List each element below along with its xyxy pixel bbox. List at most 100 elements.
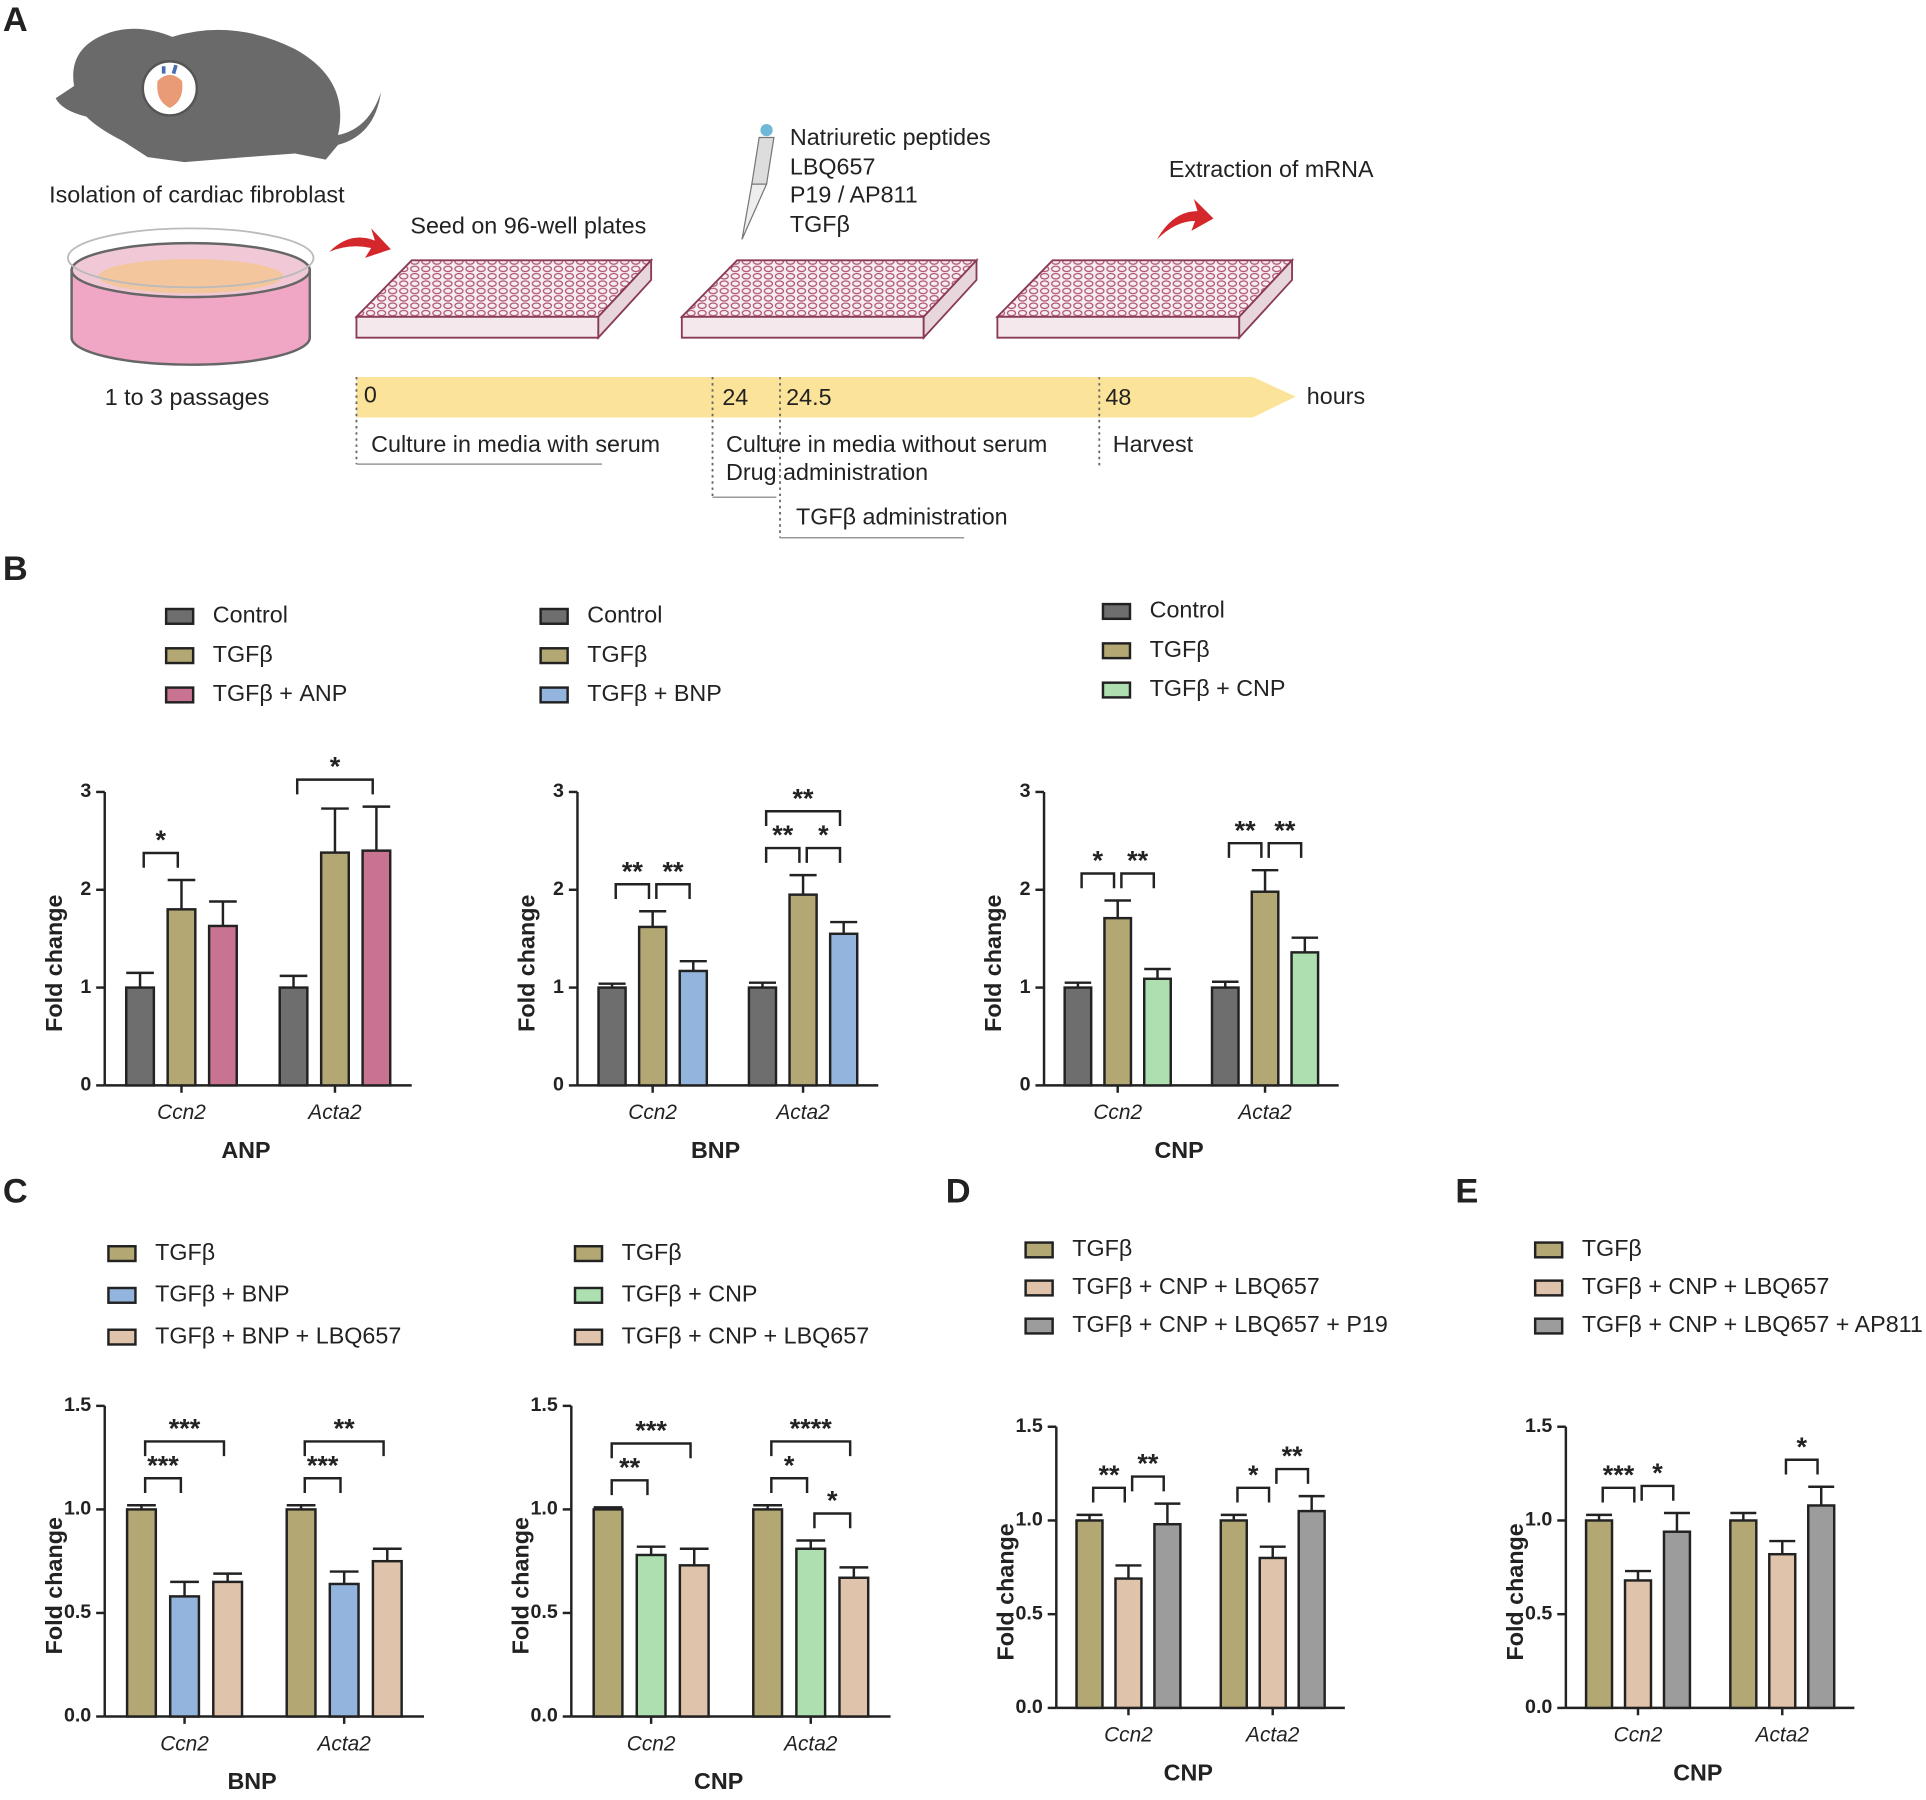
timeline-label: 24.5: [786, 384, 831, 410]
significance-label: *: [1248, 1460, 1259, 1490]
significance-bracket: [1091, 1486, 1126, 1503]
x-tick-label: Acta2: [1754, 1724, 1810, 1747]
bar: [1807, 1504, 1836, 1710]
legend-label: TGFβ + CNP + LBQ657 + AP811: [1582, 1311, 1923, 1337]
error-bar: [1663, 1511, 1690, 1532]
y-tick-label: 3: [1020, 780, 1031, 802]
legend-swatch: [1101, 642, 1132, 660]
y-tick-label: 0: [1020, 1074, 1031, 1096]
significance-bracket: [655, 883, 691, 900]
error-bar: [679, 959, 707, 971]
significance-bracket: [303, 1477, 342, 1493]
legend-label: TGFβ: [213, 641, 273, 667]
significance-label: *: [330, 752, 341, 782]
timeline-divider: [355, 376, 1101, 538]
x-tick-label: Acta2: [782, 1732, 838, 1755]
arrow: [1156, 198, 1214, 240]
y-tick-label: 0.0: [1016, 1696, 1043, 1718]
legend-swatch: [573, 1286, 604, 1304]
error-bar: [1144, 967, 1171, 979]
significance-bracket: [1601, 1486, 1636, 1503]
mouse-icon: [55, 28, 382, 163]
error-bar: [1076, 1513, 1103, 1521]
significance-bracket: [143, 1440, 226, 1457]
legend-label: TGFβ + CNP + LBQ657: [622, 1322, 870, 1348]
pipette: [741, 124, 775, 240]
error-bar: [209, 900, 237, 926]
y-tick-label: 1.0: [1525, 1509, 1552, 1531]
bar: [1103, 916, 1133, 1087]
error-bar: [362, 805, 391, 851]
significance-bracket: [770, 1440, 852, 1457]
significance-bracket: [1267, 841, 1303, 858]
panel-label: C: [3, 1173, 28, 1211]
x-tick-label: Ccn2: [160, 1732, 209, 1755]
legend-swatch: [164, 607, 195, 625]
diagram-text: Culture in media with serum: [371, 431, 660, 457]
significance-label: **: [1137, 1449, 1159, 1479]
bar: [1584, 1519, 1614, 1710]
diagram-text: TGFβ administration: [796, 503, 1008, 529]
error-bar: [636, 1545, 666, 1555]
bar: [278, 986, 309, 1087]
significance-label: ***: [147, 1450, 179, 1480]
legend-label: Control: [1150, 597, 1225, 623]
bar: [678, 1564, 710, 1718]
significance-bracket: [805, 846, 842, 863]
bar: [319, 851, 351, 1087]
bar: [795, 1547, 827, 1718]
legend-swatch: [539, 686, 569, 704]
timeline-unit: hours: [1307, 383, 1365, 409]
significance-label: *: [156, 825, 167, 855]
significance-label: *: [827, 1486, 838, 1516]
y-tick-label: 0.0: [64, 1705, 91, 1727]
error-bar: [372, 1547, 402, 1562]
error-bar: [1115, 1564, 1142, 1579]
significance-label: **: [622, 856, 644, 886]
y-tick-label: 2: [80, 878, 91, 900]
legend-label: TGFβ + ANP: [213, 680, 348, 706]
legend-swatch: [1024, 1317, 1054, 1335]
well-plate: [995, 257, 1295, 341]
y-tick-label: 3: [553, 780, 564, 802]
bar: [1219, 1519, 1248, 1710]
y-axis-label: Fold change: [41, 895, 67, 1032]
significance-bracket: [764, 810, 842, 826]
error-bar: [753, 1504, 783, 1510]
error-bar: [1220, 1513, 1247, 1521]
error-bar: [1298, 1494, 1325, 1512]
significance-label: **: [793, 783, 815, 813]
x-tick-label: Ccn2: [1093, 1101, 1142, 1124]
legend-swatch: [107, 1328, 137, 1346]
x-axis-label: CNP: [1154, 1137, 1203, 1163]
significance-bracket: [610, 1442, 692, 1459]
error-bar: [321, 807, 349, 853]
bar: [1210, 986, 1240, 1087]
significance-label: ***: [169, 1414, 201, 1444]
legend-swatch: [164, 647, 195, 665]
bar: [1297, 1509, 1326, 1710]
well-plate: [354, 257, 654, 341]
x-tick-label: Ccn2: [1614, 1724, 1663, 1747]
significance-bracket: [142, 851, 180, 868]
bar: [597, 986, 627, 1087]
significance-label: ****: [790, 1414, 833, 1444]
legend-label: TGFβ: [587, 641, 647, 667]
bar: [1075, 1519, 1104, 1710]
error-bar: [789, 873, 817, 895]
bar: [1153, 1522, 1182, 1710]
x-tick-label: Acta2: [774, 1101, 830, 1124]
error-bar: [593, 1506, 623, 1510]
bar: [1250, 890, 1280, 1087]
x-tick-label: Ccn2: [628, 1101, 677, 1124]
significance-label: *: [818, 820, 829, 850]
error-bar: [679, 1547, 709, 1566]
legend-label: TGFβ + CNP + LBQ657: [1072, 1273, 1320, 1299]
bar: [838, 1576, 870, 1718]
legend-label: TGFβ: [1072, 1235, 1132, 1261]
significance-label: *: [1796, 1432, 1807, 1462]
y-axis-label: Fold change: [992, 1523, 1018, 1660]
legend-swatch: [107, 1286, 137, 1304]
legend-label: TGFβ: [1150, 636, 1210, 662]
